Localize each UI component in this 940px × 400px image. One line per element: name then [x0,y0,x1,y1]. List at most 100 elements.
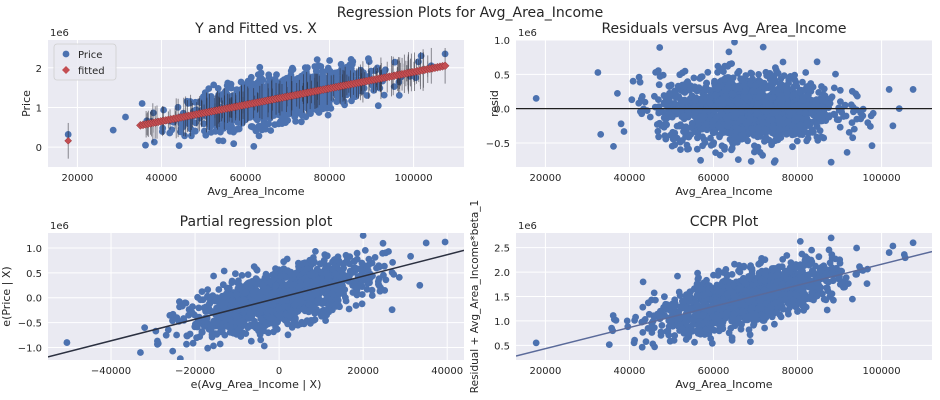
scatter-point [718,110,726,118]
scatter-point [295,263,302,270]
scatter-point [248,297,256,305]
scatter-point [646,113,654,121]
scatter-point [678,99,686,107]
scatter-point [122,113,129,121]
x-tick-label: 0 [276,366,282,377]
scatter-point [265,71,273,79]
scatter-point [388,269,396,276]
scatter-point [238,119,246,127]
scatter-point [304,64,311,72]
scatter-point [256,331,264,338]
scatter-point [823,306,831,314]
scatter-point [790,91,798,98]
scatter-point [326,301,333,309]
y-tick-label: −0.5 [486,139,510,150]
y-tick-label: 1.0 [494,317,510,328]
scatter-point [845,129,853,136]
scatter-point [215,286,223,293]
scatter-point [742,72,750,79]
scatter-point [836,123,844,131]
scatter-point [209,292,217,299]
scatter-point [141,324,149,332]
scatter-point [349,91,357,99]
scatter-point [721,128,728,136]
scatter-point [662,113,670,120]
scatter-point [223,322,230,330]
scatter-point [379,239,387,247]
scatter-point [868,142,876,150]
scatter-point [650,289,658,297]
scatter-point [610,143,617,150]
scatter-point [337,266,345,274]
scatter-point [699,133,706,141]
scatter-point [682,127,690,134]
scatter-point [268,314,275,322]
scatter-point [684,145,691,153]
x-tick-label: 20000 [530,173,562,184]
scatter-point [832,70,839,78]
scatter-point [328,290,336,297]
scatter-point [759,151,766,159]
y-tick-label: −0.5 [18,319,42,330]
scatter-point [303,277,311,285]
scatter-point [320,259,328,267]
scatter-point [774,136,782,144]
scatter-point [138,100,146,107]
scatter-point [728,90,735,98]
scatter-point [374,102,382,110]
scatter-point [395,274,403,281]
scatter-point [342,272,350,280]
scatter-point [380,91,388,99]
scatter-point [341,286,349,294]
scatter-point [775,114,783,122]
scatter-point [835,116,842,124]
scatter-series-fitted [64,61,450,145]
scatter-point [655,133,662,141]
scatter-point [889,122,897,130]
scatter-point [332,263,340,271]
scatter-point [693,145,701,153]
scatter-point [796,121,804,129]
scatter-point [783,89,791,97]
x-tick-label: 100000 [394,173,432,184]
scatter-point [793,137,801,145]
scatter-point [628,96,636,104]
scatter-point [207,129,215,136]
scatter-point [777,92,785,100]
scatter-point [284,331,292,339]
scatter-point [864,119,872,127]
scatter-point [331,284,338,292]
scatter-point [257,324,264,331]
scatter-point [712,149,719,157]
scatter-point [759,119,767,127]
scatter-point [219,295,227,302]
y-axis-label: Price [20,90,33,117]
scatter-point [747,338,754,345]
scatter-point [724,105,732,113]
scatter-point [799,78,806,86]
scatter-point [769,124,777,132]
scatter-point [763,108,770,115]
scatter-point [308,270,316,278]
scatter-point [768,116,776,124]
scatter-point [244,324,252,331]
scatter-series-points [532,234,917,351]
scatter-point [150,109,157,117]
scatter-point [680,112,688,120]
scatter-point [843,149,851,156]
scatter-point [215,319,222,327]
x-axis-label: Avg_Area_Income [207,185,304,198]
y-scale-label: 1e6 [50,221,69,232]
scatter-point [361,247,369,254]
scatter-point [701,139,709,146]
scatter-point [720,75,728,83]
scatter-point [298,112,306,119]
scatter-point [280,303,288,310]
scatter-point [239,90,247,97]
x-tick-label: −40000 [91,366,131,377]
scatter-point [300,306,307,313]
scatter-point [181,132,189,140]
legend-box [53,43,117,81]
x-tick-label: 60000 [698,173,730,184]
scatter-point [275,305,283,313]
